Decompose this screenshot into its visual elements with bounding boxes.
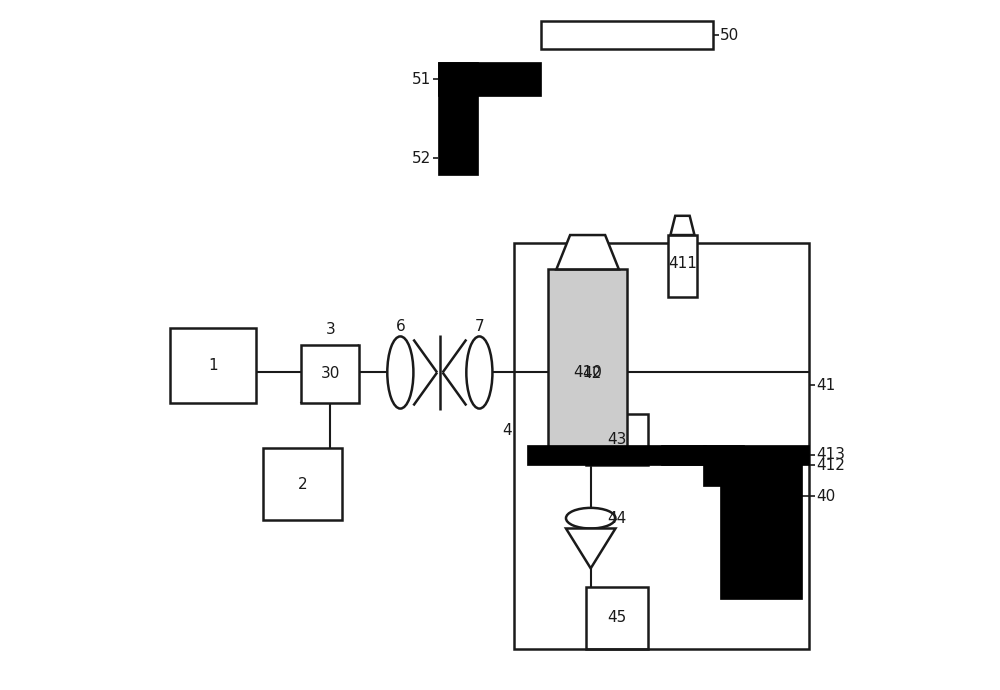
Text: 52: 52 — [412, 150, 431, 166]
Polygon shape — [566, 529, 615, 569]
Bar — [438, 62, 478, 175]
Bar — [514, 244, 809, 649]
Text: 4: 4 — [502, 424, 512, 438]
Bar — [548, 269, 627, 455]
Text: 410: 410 — [573, 365, 602, 380]
Text: 45: 45 — [607, 611, 626, 625]
Bar — [720, 462, 802, 600]
Text: 7: 7 — [475, 319, 484, 334]
Bar — [586, 587, 648, 649]
Text: 42: 42 — [582, 366, 601, 382]
Bar — [703, 444, 744, 486]
Bar — [541, 21, 713, 50]
Text: 411: 411 — [668, 257, 697, 271]
Bar — [562, 345, 620, 404]
Bar — [668, 235, 697, 297]
Text: 2: 2 — [298, 477, 308, 492]
Text: 1: 1 — [209, 358, 218, 373]
Text: 50: 50 — [720, 28, 739, 43]
Text: 44: 44 — [607, 511, 626, 526]
Text: 43: 43 — [607, 433, 627, 447]
Text: 6: 6 — [395, 319, 405, 334]
Ellipse shape — [387, 337, 413, 408]
Bar — [527, 444, 809, 465]
Polygon shape — [556, 235, 619, 269]
Bar — [661, 444, 706, 465]
Ellipse shape — [466, 337, 492, 408]
Ellipse shape — [566, 508, 615, 529]
Text: 41: 41 — [816, 377, 835, 393]
Bar — [170, 328, 256, 404]
Text: 3: 3 — [325, 322, 335, 337]
Bar — [438, 62, 541, 96]
Text: 413: 413 — [816, 447, 845, 462]
Text: 40: 40 — [816, 489, 835, 504]
Polygon shape — [670, 216, 694, 235]
Text: 30: 30 — [321, 366, 340, 382]
Bar — [263, 448, 342, 520]
Bar — [301, 345, 359, 404]
Text: 51: 51 — [412, 72, 431, 86]
Bar — [586, 414, 648, 465]
Text: 412: 412 — [816, 457, 845, 473]
